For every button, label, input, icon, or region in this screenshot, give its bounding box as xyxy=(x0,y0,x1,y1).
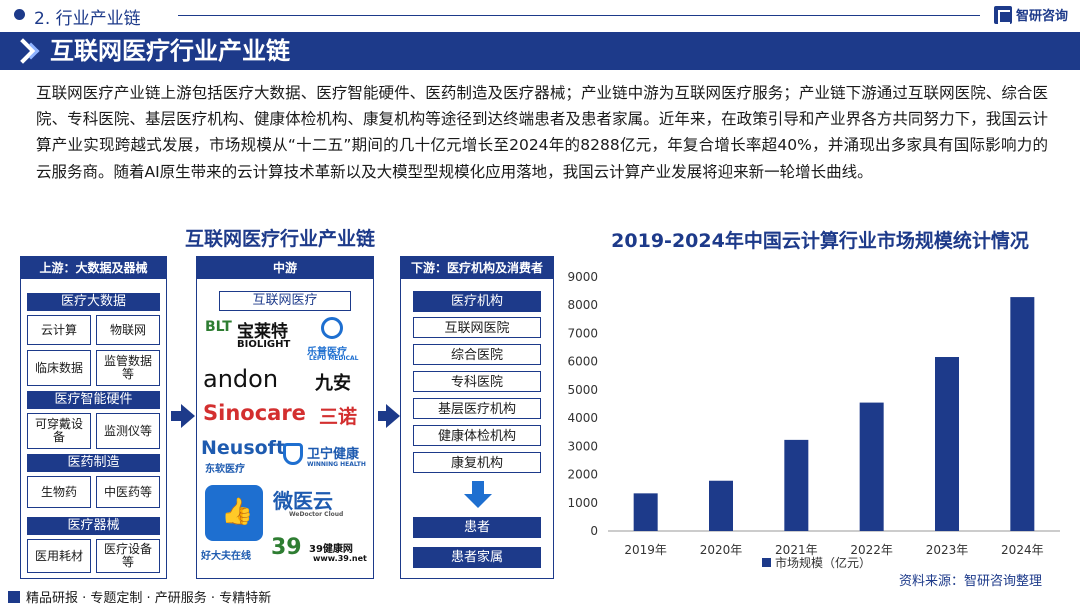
upstream-category: 医疗器械 xyxy=(27,517,160,535)
weining-icon xyxy=(283,443,303,465)
upstream-head: 上游：大数据及器械 xyxy=(21,257,166,279)
downstream-item: 康复机构 xyxy=(413,452,541,473)
y-tick-label: 5000 xyxy=(567,383,598,397)
downstream-item: 基层医疗机构 xyxy=(413,398,541,419)
lepu-icon xyxy=(321,317,343,339)
haodaifu-logo: 好大夫在线 xyxy=(201,551,251,562)
bar xyxy=(709,480,733,531)
brand-logo-icon xyxy=(993,5,1012,24)
weiyi-en-logo: WeDoctor Cloud xyxy=(289,511,344,518)
arrow-down-icon xyxy=(464,494,492,508)
downstream-category: 医疗机构 xyxy=(413,291,541,312)
downstream-head: 下游：医疗机构及消费者 xyxy=(401,257,553,279)
flow-arrow-shaft xyxy=(472,481,484,495)
haodaifu-icon xyxy=(205,485,263,541)
chart-title: 2019-2024年中国云计算行业市场规模统计情况 xyxy=(611,230,1029,252)
upstream-category: 医药制造 xyxy=(27,454,160,472)
downstream-item: 综合医院 xyxy=(413,344,541,365)
y-tick-label: 0 xyxy=(590,524,598,538)
midstream-head: 中游 xyxy=(197,257,373,279)
lepu-logo: 乐普医疗 xyxy=(307,347,347,358)
brand-name: 智研咨询 xyxy=(1015,9,1068,24)
sinocare-logo: Sinocare xyxy=(203,401,306,425)
section-dot-icon xyxy=(14,9,25,20)
y-tick-label: 1000 xyxy=(567,496,598,510)
jiuan-logo: 九安 xyxy=(315,373,351,394)
upstream-category: 医疗智能硬件 xyxy=(27,391,160,409)
intro-paragraph: 互联网医疗产业链上游包括医疗大数据、医疗智能硬件、医药制造及医疗器械；产业链中游… xyxy=(36,84,1048,181)
midstream-pill: 互联网医疗 xyxy=(219,291,351,311)
upstream-column: 上游：大数据及器械 医疗大数据 云计算 物联网 临床数据 监管数据等 医疗智能硬… xyxy=(20,256,167,579)
y-tick-label: 8000 xyxy=(567,298,598,312)
footer-logo-icon xyxy=(8,590,20,603)
bar xyxy=(935,357,959,531)
weining-logo: 卫宁健康 xyxy=(307,447,360,462)
footer-text: 精品研报 · 专题定制 · 产研服务 · 专精特新 xyxy=(26,591,272,606)
section-label: 2. 行业产业链 xyxy=(34,9,141,29)
y-tick-label: 6000 xyxy=(567,355,598,369)
upstream-item: 物联网 xyxy=(96,315,160,345)
upstream-item: 中医药等 xyxy=(96,476,160,508)
footer: 精品研报 · 专题定制 · 产研服务 · 专精特新 xyxy=(8,587,271,606)
brand: 智研咨询 xyxy=(993,5,1068,24)
y-tick-label: 3000 xyxy=(567,439,598,453)
y-tick-label: 9000 xyxy=(567,270,598,284)
source-note: 资料来源：智研咨询整理 xyxy=(898,574,1042,589)
page-title: 互联网医疗行业产业链 xyxy=(50,37,290,65)
bar xyxy=(859,402,884,531)
downstream-end: 患者家属 xyxy=(413,547,541,568)
title-band: 互联网医疗行业产业链 xyxy=(0,32,1080,70)
upstream-item: 医疗设备等 xyxy=(96,539,160,573)
upstream-item: 医用耗材 xyxy=(27,539,91,573)
downstream-end: 患者 xyxy=(413,517,541,538)
upstream-item: 监管数据等 xyxy=(96,350,160,386)
upstream-item: 云计算 xyxy=(27,315,91,345)
baolaite-logo: 宝莱特 xyxy=(237,322,288,342)
weiyi-logo: 微医云 xyxy=(273,489,333,513)
x-tick-label: 2022年 xyxy=(850,543,893,557)
y-tick-label: 7000 xyxy=(567,326,598,340)
jk39-url: www.39.net xyxy=(313,554,367,563)
andon-logo: andon xyxy=(203,365,279,393)
legend-label: 市场规模（亿元） xyxy=(775,555,871,570)
upstream-item: 可穿戴设备 xyxy=(27,413,91,449)
x-tick-label: 2023年 xyxy=(926,543,969,557)
downstream-column: 下游：医疗机构及消费者 医疗机构 互联网医院 综合医院 专科医院 基层医疗机构 … xyxy=(400,256,554,579)
upstream-item: 临床数据 xyxy=(27,350,91,386)
arrow-right-icon xyxy=(386,404,400,428)
x-tick-label: 2020年 xyxy=(700,543,743,557)
downstream-item: 健康体检机构 xyxy=(413,425,541,446)
thumbs-up-icon: 👍 xyxy=(221,497,254,527)
blt-logo: BLT xyxy=(205,319,232,335)
x-tick-label: 2024年 xyxy=(1001,543,1044,557)
flow-arrow-shaft xyxy=(171,411,183,421)
downstream-item: 专科医院 xyxy=(413,371,541,392)
jk39-logo: 39健康网 xyxy=(309,544,353,555)
upstream-item: 生物药 xyxy=(27,476,91,508)
arrow-right-icon xyxy=(181,404,195,428)
upstream-category: 医疗大数据 xyxy=(27,293,160,311)
downstream-item: 互联网医院 xyxy=(413,317,541,338)
neusoft-logo: Neusoft xyxy=(201,437,286,459)
legend-swatch xyxy=(762,558,771,567)
x-tick-label: 2019年 xyxy=(624,543,667,557)
weining-en-logo: WINNING HEALTH xyxy=(307,461,366,468)
neusoft-cn-logo: 东软医疗 xyxy=(205,464,245,475)
bar xyxy=(633,493,658,531)
y-tick-label: 2000 xyxy=(567,468,598,482)
sannuo-logo: 三诺 xyxy=(319,406,358,428)
lepu-en-logo: LEPU MEDICAL xyxy=(309,355,359,362)
baolaite-en-logo: BIOLIGHT xyxy=(237,339,291,350)
jk39-icon: 39 xyxy=(271,535,302,560)
chain-title: 互联网医疗行业产业链 xyxy=(184,228,375,250)
top-bar: 2. 行业产业链 智研咨询 xyxy=(0,0,1080,30)
bar xyxy=(784,439,809,531)
bar xyxy=(1010,297,1035,531)
upstream-item: 监测仪等 xyxy=(96,413,160,449)
divider xyxy=(178,15,980,16)
flow-arrow-shaft xyxy=(378,411,388,421)
midstream-column: 中游 互联网医疗 BLT 宝莱特 BIOLIGHT 乐普医疗 LEPU MEDI… xyxy=(196,256,374,579)
y-tick-label: 4000 xyxy=(567,411,598,425)
x-tick-label: 2021年 xyxy=(775,543,818,557)
